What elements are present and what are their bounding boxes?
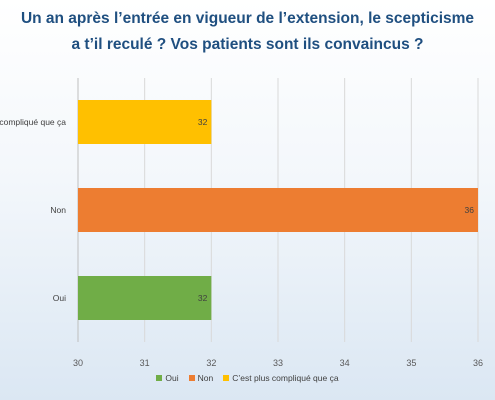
legend-item-oui: Oui — [156, 373, 179, 383]
legend-swatch-complique — [223, 375, 230, 381]
legend-label-oui: Oui — [165, 373, 179, 383]
chart-title-line-2: a t’il reculé ? Vos patients sont ils co… — [71, 36, 424, 53]
chart-title: Un an après l’entrée en vigueur de l’ext… — [0, 6, 495, 58]
chart-title-line-1: Un an après l’entrée en vigueur de l’ext… — [20, 10, 475, 27]
legend-swatch-oui — [156, 375, 163, 381]
data-label-2: 32 — [198, 117, 208, 127]
legend-swatch-non — [188, 375, 195, 381]
bar-chart: 30 31 32 33 34 35 36 32 Oui 36 Non 32 compliqué que … — [0, 78, 483, 368]
x-tick-label: 31 — [140, 358, 150, 368]
x-tick-label: 36 — [473, 358, 483, 368]
category-label-0: Oui — [53, 293, 66, 303]
legend-item-non: Non — [188, 373, 214, 383]
category-label-1: Non — [50, 205, 66, 215]
data-label-1: 36 — [465, 205, 475, 215]
legend-label-complique: C’est plus compliqué que ça — [232, 373, 339, 383]
bar-1 — [78, 188, 478, 232]
x-tick-label: 33 — [273, 358, 283, 368]
x-tick-label: 30 — [73, 358, 83, 368]
data-label-0: 32 — [198, 293, 208, 303]
legend-item-complique: C’est plus compliqué que ça — [223, 373, 339, 383]
legend-label-non: Non — [197, 373, 214, 383]
chart-legend: Oui Non C’est plus compliqué que ça — [0, 373, 495, 383]
bar-0 — [78, 276, 212, 320]
x-tick-label: 32 — [206, 358, 216, 368]
bar-2 — [78, 100, 212, 144]
x-tick-label: 35 — [406, 358, 416, 368]
category-label-2: compliqué que ça — [0, 117, 66, 127]
x-tick-label: 34 — [340, 358, 350, 368]
